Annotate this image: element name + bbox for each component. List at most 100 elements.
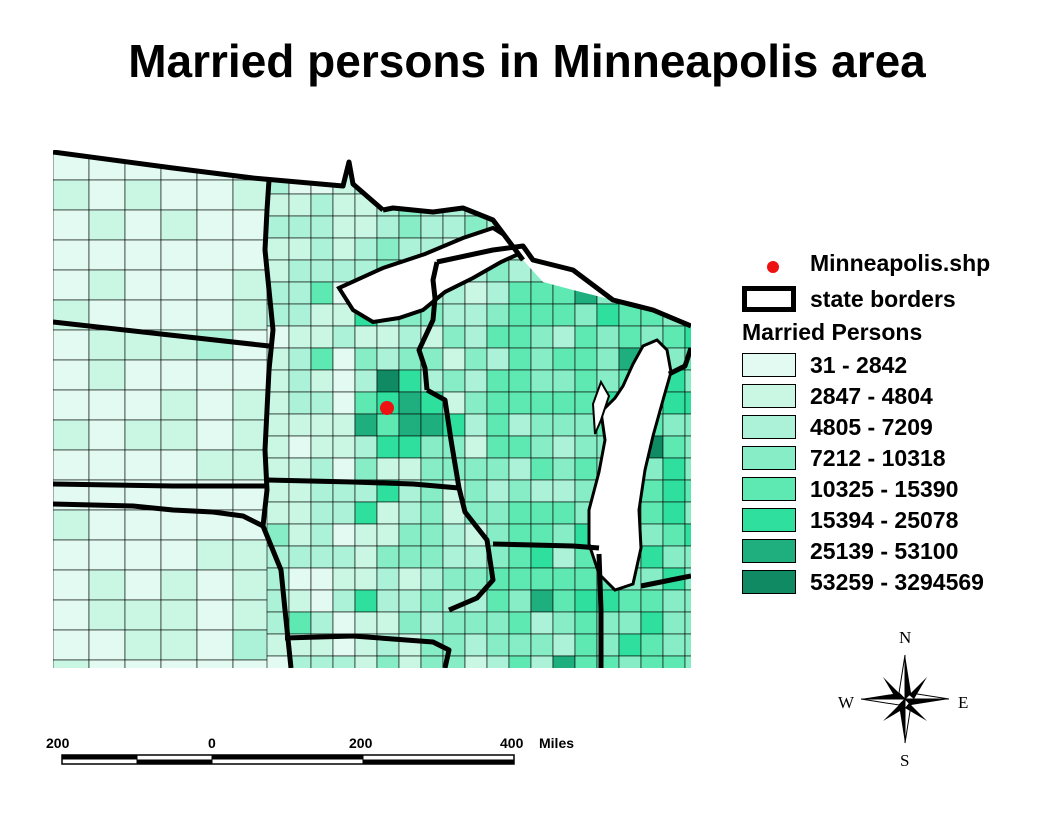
county-cell: [124, 449, 162, 481]
county-cell: [574, 567, 598, 591]
county-cell: [88, 659, 126, 668]
county-cell: [196, 209, 234, 241]
county-cell: [124, 659, 162, 668]
county-cell: [398, 501, 422, 525]
county-cell: [618, 633, 642, 657]
county-cell: [332, 457, 356, 481]
county-cell: [530, 391, 554, 415]
county-cell: [640, 655, 664, 668]
county-cell: [442, 325, 466, 349]
county-cell: [552, 633, 576, 657]
legend-swatch: [742, 415, 796, 439]
county-cell: [508, 655, 532, 668]
county-cell: [232, 539, 270, 571]
choropleth-map[interactable]: [53, 150, 691, 668]
county-cell: [88, 329, 126, 361]
map-title: Married persons in Minneapolis area: [128, 35, 926, 87]
county-cell: [420, 457, 444, 481]
county-cell: [442, 369, 466, 393]
county-cell: [530, 589, 554, 613]
county-cell: [464, 611, 488, 635]
county-cell: [354, 545, 378, 569]
county-cell: [332, 391, 356, 415]
county-cell: [266, 567, 290, 591]
legend-swatch: [742, 539, 796, 563]
county-cell: [310, 215, 334, 239]
county-cell: [196, 239, 234, 271]
county-cell: [288, 259, 312, 283]
county-cell: [640, 545, 664, 569]
county-cell: [354, 413, 378, 437]
county-cell: [486, 501, 510, 525]
county-cell: [508, 413, 532, 437]
county-cell: [332, 193, 356, 217]
county-cell: [310, 325, 334, 349]
county-cell: [124, 269, 162, 301]
county-cell: [88, 449, 126, 481]
county-cell: [684, 501, 691, 525]
county-cell: [332, 325, 356, 349]
legend-class-row: 7212 - 10318: [742, 443, 946, 473]
county-cell: [288, 303, 312, 327]
county-cell: [332, 611, 356, 635]
border-swatch-icon: [742, 286, 796, 312]
county-cell: [53, 539, 90, 571]
county-cell: [640, 611, 664, 635]
county-cell: [53, 179, 90, 211]
legend-swatch: [742, 477, 796, 501]
county-cell: [442, 545, 466, 569]
county-cell: [662, 589, 686, 613]
county-cell: [88, 389, 126, 421]
county-cell: [288, 281, 312, 305]
county-cell: [596, 303, 620, 327]
county-cell: [486, 589, 510, 613]
county-cell: [53, 269, 90, 301]
county-cell: [464, 457, 488, 481]
county-cell: [354, 589, 378, 613]
county-cell: [574, 347, 598, 371]
county-cell: [124, 629, 162, 661]
county-cell: [124, 389, 162, 421]
county-cell: [354, 325, 378, 349]
county-cell: [552, 391, 576, 415]
county-cell: [266, 479, 290, 503]
county-cell: [53, 659, 90, 668]
state-borders: [53, 150, 691, 668]
county-cell: [530, 303, 554, 327]
county-cell: [574, 435, 598, 459]
county-cell: [196, 299, 234, 331]
county-cell: [196, 179, 234, 211]
county-cell: [310, 303, 334, 327]
county-cell: [332, 655, 356, 668]
county-cell: [53, 209, 90, 241]
county-cell: [288, 501, 312, 525]
county-cell: [420, 545, 444, 569]
county-cell: [662, 633, 686, 657]
county-cell: [684, 611, 691, 635]
county-cell: [124, 539, 162, 571]
county-cell: [464, 303, 488, 327]
county-cell: [486, 369, 510, 393]
county-cell: [354, 567, 378, 591]
county-cell: [574, 457, 598, 481]
county-cell: [88, 239, 126, 271]
county-cell: [486, 391, 510, 415]
county-cell: [288, 325, 312, 349]
county-cell: [640, 523, 664, 547]
county-cell: [618, 611, 642, 635]
county-cell: [640, 633, 664, 657]
county-cell: [266, 215, 290, 239]
county-cell: [232, 629, 270, 661]
minneapolis-point[interactable]: [380, 401, 394, 415]
legend-class-label: 2847 - 4804: [810, 382, 933, 409]
county-cell: [552, 435, 576, 459]
county-cell: [160, 539, 198, 571]
county-cell: [464, 369, 488, 393]
red-dot-icon: [767, 261, 779, 273]
legend-class-label: 25139 - 53100: [810, 537, 959, 564]
county-cell: [508, 457, 532, 481]
legend-class-label: 53259 - 3294569: [810, 568, 984, 595]
county-cell: [574, 589, 598, 613]
county-cell: [124, 299, 162, 331]
county-cell: [552, 413, 576, 437]
